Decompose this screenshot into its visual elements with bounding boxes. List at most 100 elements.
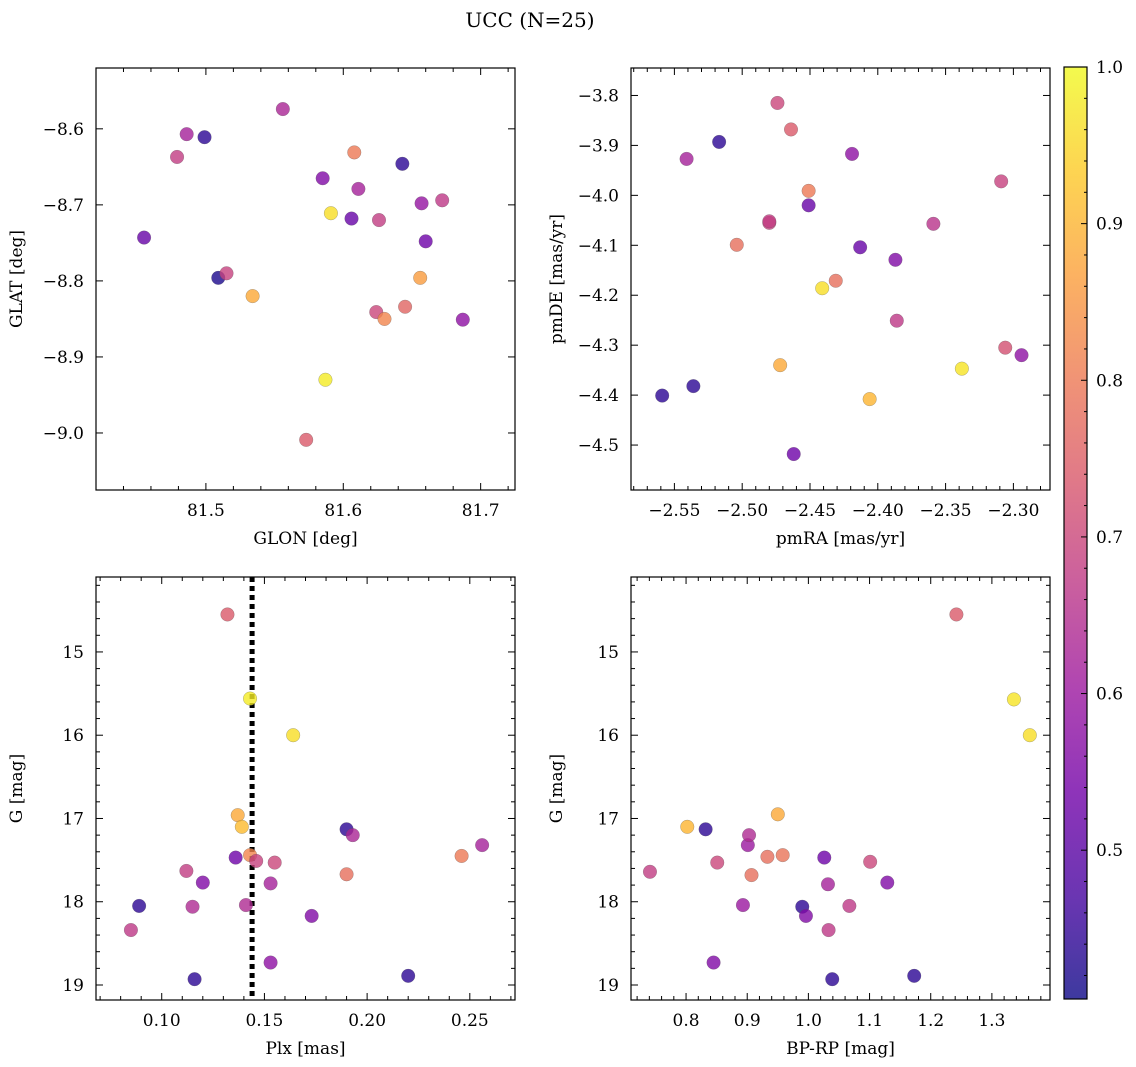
scatter-point: [775, 848, 790, 863]
y-tick-label: −3.9: [578, 136, 619, 156]
x-tick-label: −2.40: [852, 501, 904, 521]
scatter-point: [735, 898, 750, 913]
plot-frame: [95, 576, 516, 1001]
colorbar-tick-label: 1.0: [1096, 58, 1123, 78]
scatter-point: [880, 875, 895, 890]
y-axis-label: pmDE [mas/yr]: [547, 214, 567, 344]
colorbar-tick-label: 0.9: [1096, 215, 1123, 235]
axis-ticks: [631, 577, 1050, 1000]
scatter-point: [179, 863, 194, 878]
x-tick-label: 0.10: [143, 1011, 181, 1031]
x-tick-label: −2.30: [987, 501, 1039, 521]
scatter-point: [686, 379, 701, 394]
scatter-point: [729, 237, 744, 252]
scatter-point: [770, 95, 785, 110]
panel-plx-g: 0.10 0.15 0.20 0.25 15 16 17 18 19 Plx [mas] G [ma…: [7, 576, 516, 1059]
scatter-point: [998, 340, 1013, 355]
y-tick-label: 16: [597, 726, 619, 746]
scatter-point: [455, 312, 470, 327]
x-axis-label: GLON [deg]: [253, 529, 357, 549]
x-tick-label: 0.15: [245, 1011, 283, 1031]
y-tick-label: −3.8: [578, 86, 619, 106]
y-tick-label: −4.0: [578, 186, 619, 206]
scatter-point: [414, 196, 429, 211]
scatter-point: [371, 213, 386, 228]
y-tick-label: 19: [597, 976, 619, 996]
scatter-point: [762, 214, 777, 229]
y-tick-label: −4.1: [578, 236, 619, 256]
scatter-point: [828, 273, 843, 288]
x-tick-label: 81.5: [187, 501, 225, 521]
scatter-point: [1006, 692, 1021, 707]
scatter-point: [907, 968, 922, 983]
x-axis-label: BP-RP [mag]: [786, 1039, 895, 1059]
scatter-points: [137, 102, 470, 447]
y-tick-label: −4.4: [578, 386, 619, 406]
y-axis-label: G [mag]: [547, 754, 567, 823]
y-tick-label: −4.3: [578, 336, 619, 356]
y-tick-label: 16: [62, 726, 84, 746]
x-tick-label: 81.6: [324, 501, 362, 521]
scatter-point: [377, 311, 392, 326]
x-tick-label: 0.20: [348, 1011, 386, 1031]
y-tick-label: 17: [62, 809, 84, 829]
x-tick-label: 0.8: [673, 1011, 700, 1031]
y-tick-label: 18: [62, 893, 84, 913]
plot-frame: [630, 576, 1051, 1001]
scatter-point: [435, 193, 450, 208]
y-tick-label: −8.8: [43, 272, 84, 292]
scatter-point: [889, 313, 904, 328]
x-tick-label: 1.2: [917, 1011, 944, 1031]
scatter-point: [347, 145, 362, 160]
plot-frame: [630, 67, 1051, 491]
scatter-point: [845, 146, 860, 161]
x-tick-label: −2.50: [716, 501, 768, 521]
scatter-point: [798, 908, 813, 923]
colorbar-tick-label: 0.8: [1096, 371, 1123, 391]
scatter-point: [398, 299, 413, 314]
axis-ticks: [95, 68, 515, 490]
scatter-point: [132, 898, 147, 913]
scatter-point: [954, 361, 969, 376]
scatter-point: [401, 968, 416, 983]
scatter-point: [1014, 348, 1029, 363]
scatter-points: [642, 607, 1037, 987]
scatter-point: [228, 850, 243, 865]
y-tick-label: 18: [597, 893, 619, 913]
scatter-point: [853, 240, 868, 255]
y-tick-label: 15: [62, 643, 84, 663]
figure-title: UCC (N=25): [465, 8, 594, 32]
scatter-point: [773, 358, 788, 373]
scatter-point: [413, 270, 428, 285]
y-tick-label: −4.5: [578, 436, 619, 456]
scatter-point: [744, 868, 759, 883]
y-tick-label: −4.2: [578, 286, 619, 306]
scatter-point: [351, 181, 366, 196]
scatter-point: [286, 728, 301, 743]
scatter-point: [123, 923, 138, 938]
plot-frame: [95, 67, 516, 491]
scatter-point: [137, 230, 152, 245]
scatter-point: [698, 822, 713, 837]
scatter-point: [454, 848, 469, 863]
scatter-point: [299, 432, 314, 447]
x-tick-label: −2.45: [784, 501, 836, 521]
x-axis-label: pmRA [mas/yr]: [776, 529, 905, 549]
x-axis-label: Plx [mas]: [265, 1039, 345, 1059]
y-tick-label: 15: [597, 643, 619, 663]
scatter-point: [821, 923, 836, 938]
y-tick-label: −8.9: [43, 348, 84, 368]
x-tick-label: 81.7: [462, 501, 500, 521]
scatter-point: [267, 855, 282, 870]
scatter-point: [817, 850, 832, 865]
scatter-point: [706, 955, 721, 970]
scatter-point: [275, 102, 290, 117]
scatter-point: [243, 691, 258, 706]
scatter-point: [238, 898, 253, 913]
panels: 81.5 81.6 81.7 −8.6 −8.7 −8.8 −8.9 −9.0 GLON [de…: [7, 67, 1051, 1059]
scatter-point: [801, 198, 816, 213]
scatter-point: [475, 838, 490, 853]
scatter-point: [820, 877, 835, 892]
x-tick-label: 0.9: [734, 1011, 761, 1031]
